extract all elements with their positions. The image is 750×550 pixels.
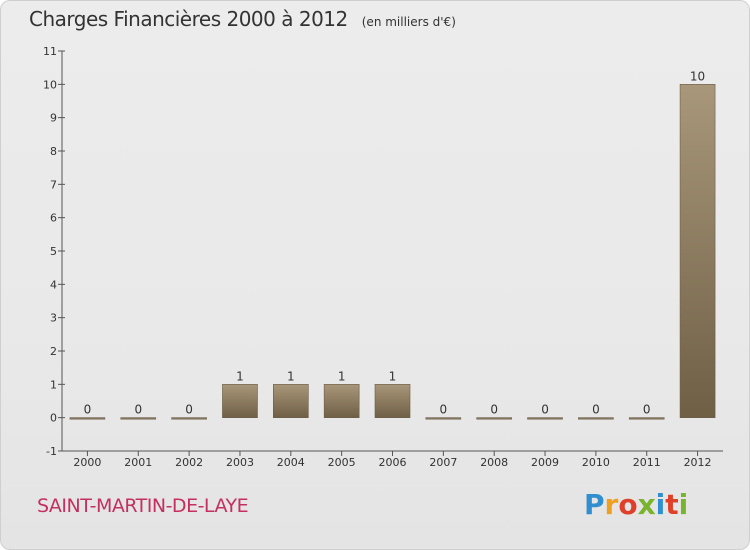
chart-title-text: Charges Financières 2000 à 2012 (29, 7, 348, 31)
y-tick-label: 9 (50, 112, 57, 125)
logo-letter: i (655, 488, 666, 521)
y-tick-label: 8 (50, 145, 57, 158)
x-tick-label-2002: 2002 (175, 456, 203, 469)
y-tick-label: 5 (50, 245, 57, 258)
value-label-2005: 1 (338, 369, 346, 383)
value-label-2003: 1 (236, 369, 244, 383)
bar-2012 (679, 84, 716, 418)
x-tick-label-2000: 2000 (73, 456, 101, 469)
logo-letter: r (604, 488, 619, 521)
value-label-2008: 0 (490, 403, 498, 417)
x-tick-label-2001: 2001 (124, 456, 152, 469)
x-tick-label-2005: 2005 (328, 456, 356, 469)
logo-letter: x (637, 488, 656, 521)
bar-2010 (578, 417, 614, 420)
bar-2007 (425, 417, 462, 420)
chart-title: Charges Financières 2000 à 2012 (en milli… (29, 7, 456, 31)
bar-2008 (476, 417, 512, 420)
x-tick-label-2008: 2008 (480, 456, 508, 469)
y-tick-label: 3 (50, 312, 57, 325)
y-tick-label: -1 (46, 445, 57, 458)
bar-2011 (628, 417, 665, 420)
bar-2000 (69, 417, 106, 420)
bar-2003 (222, 384, 258, 418)
value-label-2004: 1 (287, 369, 295, 383)
logo-letter: P (584, 488, 605, 521)
y-tick-label: 10 (43, 78, 57, 91)
bar-2009 (527, 417, 563, 420)
bar-2006 (374, 384, 411, 418)
y-tick-label: 4 (50, 278, 57, 291)
logo-letter: t (665, 488, 679, 521)
commune-name: SAINT-MARTIN-DE-LAYE (37, 495, 249, 517)
value-label-2006: 1 (389, 369, 397, 383)
value-label-2010: 0 (592, 403, 600, 417)
chart-subtitle: (en milliers d'€) (361, 15, 456, 29)
x-tick-label-2010: 2010 (582, 456, 610, 469)
x-tick-label-2007: 2007 (429, 456, 457, 469)
bar-2001 (120, 417, 157, 420)
value-label-2001: 0 (134, 403, 142, 417)
x-tick-label-2011: 2011 (633, 456, 661, 469)
bar-2005 (323, 384, 360, 418)
value-label-2007: 0 (440, 403, 448, 417)
y-tick-label: 11 (43, 45, 57, 58)
logo-letter: i (678, 488, 689, 521)
logo-letter: o (618, 488, 638, 521)
value-label-2012: 10 (690, 69, 705, 83)
x-tick-label-2004: 2004 (277, 456, 305, 469)
bar-2004 (273, 384, 309, 418)
value-label-2000: 0 (84, 403, 92, 417)
x-tick-label-2012: 2012 (684, 456, 712, 469)
proxiti-logo: Proxiti (584, 488, 688, 521)
y-tick-label: 0 (50, 412, 57, 425)
bar-2002 (171, 417, 207, 420)
x-tick-label-2006: 2006 (379, 456, 407, 469)
y-tick-label: 6 (50, 212, 57, 225)
value-label-2002: 0 (185, 403, 193, 417)
value-label-2011: 0 (643, 403, 651, 417)
y-tick-label: 1 (50, 378, 57, 391)
y-tick-label: 7 (50, 178, 57, 191)
y-tick-label: 2 (50, 345, 57, 358)
x-tick-label-2003: 2003 (226, 456, 254, 469)
value-label-2009: 0 (541, 403, 549, 417)
x-tick-label-2009: 2009 (531, 456, 559, 469)
